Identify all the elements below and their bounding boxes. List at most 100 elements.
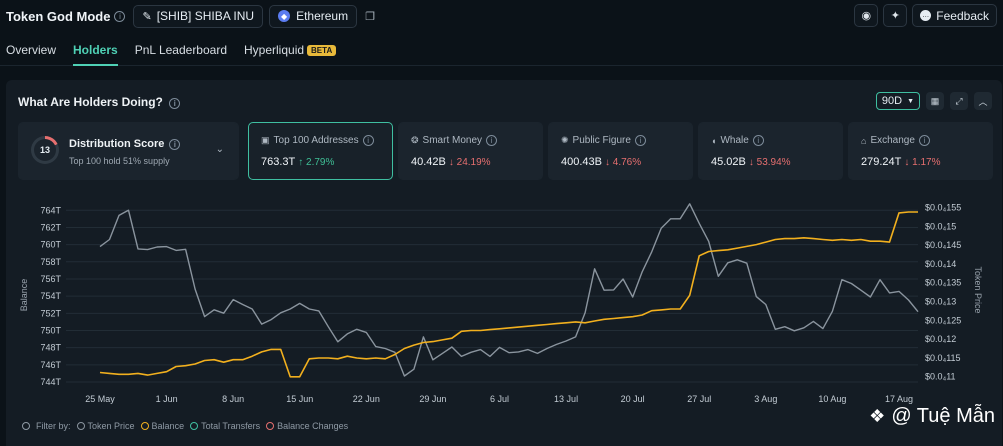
y2-tick-label: $0.0₄155 (925, 203, 961, 213)
holders-balance-chart: 744T 746T 748T 750T 752T 754T 756T 758T 760T 762T… (19, 203, 983, 404)
info-icon[interactable]: i (114, 10, 126, 22)
filter-icon (22, 422, 30, 430)
card-smart-money[interactable]: ❂ Smart Money i 40.42B ↓ 24.19% (398, 122, 543, 180)
card-value-number: 279.24T (861, 156, 902, 168)
x-axis: 25 May 1 Jun 8 Jun 15 Jun 22 Jun 29 Jun 6 Jul 1… (85, 394, 913, 404)
y-tick-label: 752T (40, 308, 61, 318)
watch-button[interactable]: ◉ (854, 4, 879, 27)
card-change: ↓ 4.76% (604, 157, 642, 168)
distribution-score-ring: 13 (31, 136, 59, 164)
x-tick-label: 10 Aug (818, 394, 846, 404)
distribution-score-value: 13 (34, 139, 56, 161)
calendar-button[interactable]: ▦ (926, 92, 944, 110)
y-tick-label: 750T (40, 325, 61, 335)
x-tick-label: 17 Aug (885, 394, 913, 404)
card-value: 763.3T ↑ 2.79% (261, 156, 334, 168)
tab-bar: Overview Holders PnL Leaderboard Hyperli… (0, 36, 1003, 66)
expand-button[interactable]: ⤢ (950, 92, 968, 110)
legend-balance-changes[interactable]: Balance Changes (266, 421, 348, 431)
card-value-number: 400.43B (561, 156, 602, 168)
card-label: ▣ Top 100 Addresses i (261, 135, 374, 146)
legend-label: Total Transfers (201, 421, 261, 431)
distribution-score-label: Distribution Score (69, 138, 165, 150)
card-value-number: 40.42B (411, 156, 446, 168)
series-line-balance (99, 211, 918, 378)
distribution-score-title: Distribution Score i (69, 138, 181, 150)
y2-tick-label: $0.0₄13 (925, 297, 956, 307)
card-label: ❂ Smart Money i (411, 135, 498, 146)
y-tick-label: 758T (40, 257, 61, 267)
bulb-icon: ✺ (561, 135, 569, 145)
legend-total-transfers[interactable]: Total Transfers (190, 421, 260, 431)
legend-dot-total-transfers (190, 422, 199, 430)
card-exchange[interactable]: ⌂ Exchange i 279.24T ↓ 1.17% (848, 122, 993, 180)
distribution-score-card[interactable]: 13 Distribution Score i Top 100 hold 51%… (18, 122, 239, 180)
legend-token-price[interactable]: Token Price (76, 421, 135, 431)
chevron-up-icon: ︿ (978, 96, 988, 107)
y2-tick-label: $0.0₄11 (925, 372, 956, 382)
chevron-down-icon[interactable]: ⌄ (215, 144, 224, 155)
series-line-token-price (99, 203, 919, 377)
card-value-number: 45.02B (711, 156, 746, 168)
tab-overview[interactable]: Overview (6, 43, 57, 57)
tab-hyperliquid[interactable]: Hyperliquid BETA (244, 36, 337, 66)
top-bar: Token God Mode i ✎ [SHIB] SHIBA INU ◆ Et… (0, 0, 1003, 32)
legend-dot-balance (140, 422, 149, 430)
topbar-actions: ◉ ✦ … Feedback (854, 4, 997, 27)
copy-icon[interactable]: ❐ (365, 10, 375, 23)
legend-balance[interactable]: Balance (140, 421, 185, 431)
card-change: ↓ 53.94% (748, 157, 791, 168)
feedback-button[interactable]: … Feedback (912, 4, 997, 27)
card-label-text: Exchange (870, 135, 915, 146)
card-label-text: Public Figure (572, 135, 631, 146)
watermark: ❖ @ Tuệ Mẫn (869, 405, 995, 428)
y-tick-label: 746T (40, 360, 61, 370)
y2-tick-label: $0.0₄14 (925, 259, 956, 269)
x-tick-label: 15 Jun (286, 394, 313, 404)
beta-badge: BETA (307, 45, 337, 56)
tab-pnl-leaderboard[interactable]: PnL Leaderboard (134, 43, 227, 57)
info-icon[interactable]: i (634, 135, 646, 146)
info-icon[interactable]: i (486, 135, 498, 146)
chain-name: Ethereum (296, 9, 349, 23)
distribution-score-subtitle: Top 100 hold 51% supply (69, 156, 170, 166)
y2-tick-label: $0.0₄12 (925, 334, 956, 344)
x-tick-label: 3 Aug (754, 394, 777, 404)
x-tick-label: 6 Jul (490, 394, 509, 404)
legend-label: Balance (151, 421, 185, 431)
card-label-text: Top 100 Addresses (273, 135, 359, 146)
card-label: ⌂ Exchange i (861, 135, 930, 146)
x-tick-label: 27 Jul (687, 394, 711, 404)
info-icon[interactable]: i (169, 138, 181, 150)
y-tick-label: 764T (40, 205, 61, 215)
card-public-figure[interactable]: ✺ Public Figure i 400.43B ↓ 4.76% (548, 122, 693, 180)
panel-controls: 90D ▼ ▦ ⤢ ︿ (875, 92, 992, 110)
info-icon[interactable]: i (918, 135, 930, 146)
y-tick-label: 754T (40, 291, 61, 301)
card-top-100-addresses[interactable]: ▣ Top 100 Addresses i 763.3T ↑ 2.79% (248, 122, 393, 180)
card-value-number: 763.3T (261, 156, 296, 168)
token-selector-button[interactable]: ✎ [SHIB] SHIBA INU (133, 4, 264, 28)
app-title: Token God Mode (6, 8, 111, 24)
legend-label: Balance Changes (277, 421, 349, 431)
brain-icon: ❂ (411, 135, 419, 145)
pin-button[interactable]: ✦ (883, 4, 908, 27)
chain-selector-button[interactable]: ◆ Ethereum (269, 4, 358, 28)
token-name: [SHIB] SHIBA INU (156, 9, 255, 23)
card-label: ◖ Whale i (711, 135, 764, 146)
legend-label: Token Price (87, 421, 135, 431)
tab-holders[interactable]: Holders (73, 36, 118, 66)
x-tick-label: 29 Jun (419, 394, 446, 404)
chart-series (99, 203, 919, 378)
expand-icon: ⤢ (955, 95, 963, 106)
info-icon[interactable]: i (169, 98, 181, 109)
info-icon[interactable]: i (752, 135, 764, 146)
period-select[interactable]: 90D ▼ (875, 92, 920, 110)
info-icon[interactable]: i (362, 135, 374, 146)
y2-tick-label: $0.0₄15 (925, 221, 956, 231)
card-whale[interactable]: ◖ Whale i 45.02B ↓ 53.94% (698, 122, 843, 180)
collapse-button[interactable]: ︿ (974, 92, 992, 110)
panel-title: What Are Holders Doing? i (18, 95, 181, 109)
card-value: 40.42B ↓ 24.19% (411, 156, 491, 168)
card-label-text: Smart Money (422, 135, 483, 146)
